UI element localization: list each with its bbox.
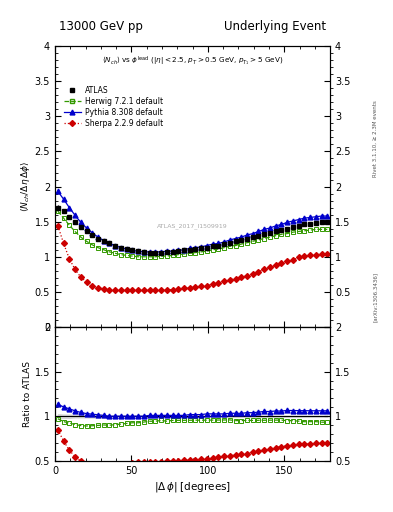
Text: [arXiv:1306.3436]: [arXiv:1306.3436] bbox=[373, 272, 378, 322]
Y-axis label: Ratio to ATLAS: Ratio to ATLAS bbox=[23, 361, 32, 427]
Y-axis label: $\langle N_{ch} / \Delta\eta\,\Delta\phi\rangle$: $\langle N_{ch} / \Delta\eta\,\Delta\phi… bbox=[19, 161, 32, 212]
Text: $\langle N_{ch}\rangle$ vs $\phi^{\mathrm{lead}}$ ($|\eta| < 2.5$, $p_{T} > 0.5$: $\langle N_{ch}\rangle$ vs $\phi^{\mathr… bbox=[102, 54, 283, 68]
Text: Rivet 3.1.10, ≥ 2.3M events: Rivet 3.1.10, ≥ 2.3M events bbox=[373, 100, 378, 177]
Text: ATLAS_2017_I1509919: ATLAS_2017_I1509919 bbox=[157, 223, 228, 229]
Text: 13000 GeV pp: 13000 GeV pp bbox=[59, 20, 143, 33]
Text: Underlying Event: Underlying Event bbox=[224, 20, 326, 33]
Legend: ATLAS, Herwig 7.2.1 default, Pythia 8.308 default, Sherpa 2.2.9 default: ATLAS, Herwig 7.2.1 default, Pythia 8.30… bbox=[62, 83, 165, 130]
X-axis label: $|\Delta\,\phi|$ [degrees]: $|\Delta\,\phi|$ [degrees] bbox=[154, 480, 231, 494]
